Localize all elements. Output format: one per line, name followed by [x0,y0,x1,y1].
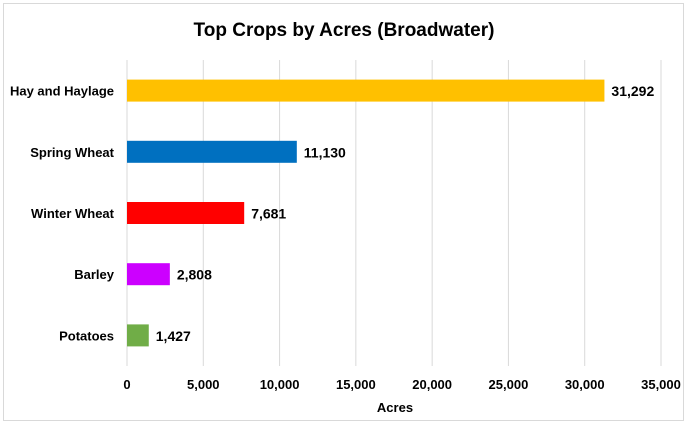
x-tick-label: 15,000 [336,377,376,392]
bar [127,202,245,224]
data-label: 31,292 [611,83,654,99]
bar [127,79,605,102]
x-tick-label: 20,000 [412,377,452,392]
data-label: 11,130 [304,144,346,160]
category-label: Hay and Haylage [10,84,114,99]
x-tick-label: 0 [123,377,130,392]
bar [127,324,149,347]
category-label: Spring Wheat [30,145,114,160]
data-label: 1,427 [156,328,191,344]
data-label: 2,808 [177,267,212,283]
category-label: Barley [74,267,115,282]
x-tick-label: 5,000 [187,377,220,392]
category-label: Winter Wheat [31,206,115,221]
category-label: Potatoes [59,328,114,343]
bar [127,140,297,163]
data-label: 7,681 [251,206,286,222]
x-tick-label: 30,000 [565,377,605,392]
x-tick-label: 35,000 [641,377,681,392]
chart-title: Top Crops by Acres (Broadwater) [193,20,495,41]
chart-frame [3,3,684,421]
x-tick-label: 10,000 [260,377,300,392]
x-tick-label: 25,000 [489,377,529,392]
bar [127,263,170,286]
x-axis-title: Acres [377,400,413,415]
